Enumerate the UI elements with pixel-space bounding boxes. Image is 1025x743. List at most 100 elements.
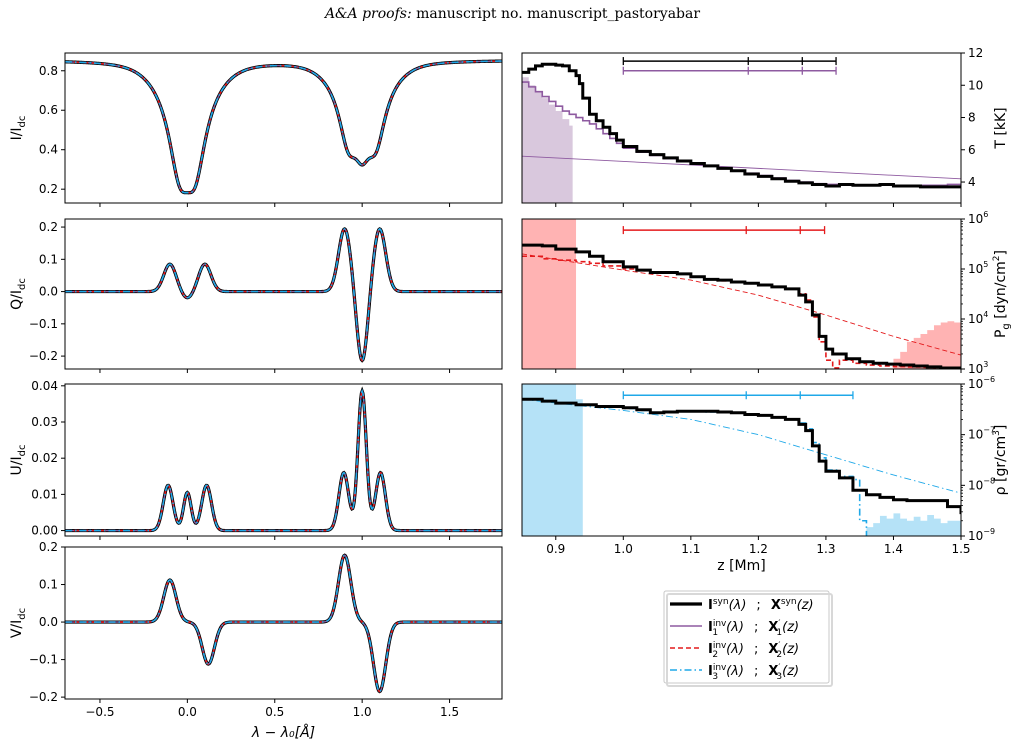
gas-pressure-frame <box>521 218 962 370</box>
stokes-Q-synthetic-line <box>65 227 502 363</box>
gas-pressure-series <box>522 219 961 369</box>
stokes-U-axes: 0.00 0.01 0.02 0.03 0.04 <box>31 379 503 540</box>
gas-pressure-histogram <box>522 219 961 369</box>
stokes-U-frame <box>64 383 503 537</box>
stokes-U-ytick-label: 0.01 <box>31 487 58 501</box>
stokes-U-series <box>65 386 502 533</box>
legend-sep: ; <box>754 664 758 679</box>
legend-arg: (λ) <box>726 642 744 657</box>
legend-zarg: (z) <box>782 642 799 657</box>
legend-box <box>663 590 830 684</box>
stokes-I-inv2-line <box>65 60 502 194</box>
legend-label: Iinv 1 (λ); X′ 1(z) <box>708 619 799 638</box>
density-ytick-mantissa: 10 <box>968 529 983 543</box>
temperature-histogram <box>522 77 573 203</box>
gas-pressure-ytick-mantissa: 10 <box>968 362 983 376</box>
legend-xsup: ′ <box>778 641 780 651</box>
legend-xsub: 1 <box>776 628 782 638</box>
legend-sep: ; <box>754 620 758 635</box>
legend-zarg: (z) <box>797 598 814 613</box>
density-synthetic-line <box>522 397 961 515</box>
gas-pressure-ytick-exponent: 3 <box>983 360 988 369</box>
gas-pressure-ytick-label: 106 <box>968 210 988 226</box>
stokes-I-ytick-label: 0.8 <box>39 64 58 78</box>
stokes-Q-ytick-label: 0.2 <box>39 220 58 234</box>
stokes-V-xtick-label: 0.0 <box>178 705 197 719</box>
legend-xsym: X <box>768 642 778 657</box>
legend-label: Iinv 2 (λ); X′ 2(z) <box>708 641 799 660</box>
stokes-V-xtick-label: 1.5 <box>440 705 459 719</box>
density-ytick-mantissa: 10 <box>968 478 983 492</box>
temperature-ylabel-text: T [kK] <box>993 107 1009 149</box>
gas-pressure-ytick-label: 104 <box>968 310 988 326</box>
stokes-Q-ytick-label: −0.2 <box>29 349 58 363</box>
stokes-Q-series <box>65 227 502 363</box>
stokes-U-ytick-label: 0.00 <box>31 524 58 538</box>
density-xtick-label: 1.1 <box>681 542 700 556</box>
gas-pressure-inversion-line <box>522 255 961 369</box>
stokes-U-ytick-label: 0.03 <box>31 415 58 429</box>
gas-pressure-ytick-mantissa: 10 <box>968 212 983 226</box>
stokes-V-ylabel-text: V/I <box>9 620 25 638</box>
page-header: A&A proofs: manuscript no. manuscript_pa… <box>0 6 1025 22</box>
stokes-V-frame <box>64 546 503 700</box>
legend-xsup: ′ <box>778 663 780 673</box>
gas-pressure-ylabel-sup: 2 <box>992 255 1002 261</box>
legend-arg: (λ) <box>726 664 744 679</box>
stokes-V-axes: −0.2 −0.1 0.0 0.1 0.2 −0.5 0.0 0.5 1.0 1.5 <box>29 540 503 719</box>
gas-pressure-ytick-exponent: 4 <box>983 310 988 319</box>
density-ylabel: ρ [gr/cm3] <box>992 425 1009 496</box>
density-ytick-exponent: −9 <box>983 527 995 536</box>
stokes-U-ylabel-text: U/I <box>9 456 25 475</box>
density-xtick-label: 1.4 <box>884 542 903 556</box>
stokes-U-ytick-label: 0.02 <box>31 451 58 465</box>
gas-pressure-ytick-label: 103 <box>968 360 988 376</box>
density-ytick-label: 10−9 <box>968 527 995 543</box>
gas-pressure-ylabel-text: P <box>993 330 1009 338</box>
density-xtick-label: 1.5 <box>951 542 970 556</box>
temperature-series <box>522 62 961 203</box>
stokes-U-ylabel-sub: dc <box>17 445 28 457</box>
legend-shadow <box>666 593 833 687</box>
legend-sup: syn <box>713 597 729 607</box>
stokes-V-ytick-label: −0.1 <box>29 653 58 667</box>
gas-pressure-ytick-mantissa: 10 <box>968 262 983 276</box>
density-xtick-label: 1.3 <box>816 542 835 556</box>
stokes-Q-inv2-line <box>65 228 502 362</box>
stokes-Q-inv1-line <box>65 228 502 362</box>
stokes-V-ylabel: V/Idc <box>9 608 28 638</box>
stokes-V-xtick-label: 0.5 <box>265 705 284 719</box>
legend-xsup: ′ <box>778 619 780 629</box>
stokes-V-synthetic-line <box>65 553 502 694</box>
density-ytick-label: 10−8 <box>968 476 995 492</box>
legend-sep: ; <box>754 642 758 657</box>
legend: Isyn(λ); Xsyn(z)Iinv 1 (λ); X′ 1(z)Iinv 2 (λ); X… <box>663 590 833 687</box>
stokes-I-ytick-label: 0.4 <box>39 143 58 157</box>
legend-symbol: I <box>708 598 713 613</box>
legend-xsym: X <box>771 598 781 613</box>
stokes-V-series <box>65 553 502 694</box>
legend-symbol: I <box>708 664 713 679</box>
density-axes: 10−910−810−710−60.9 1.0 1.1 1.2 1.3 1.4 1.5 <box>521 375 995 556</box>
stokes-U-ylabel: U/Idc <box>9 445 28 476</box>
legend-sep: ; <box>756 598 760 613</box>
manuscript-id: manuscript no. manuscript_pastoryabar <box>411 6 701 22</box>
legend-arg: (λ) <box>726 620 744 635</box>
density-ylabel-sup: 3 <box>992 430 1002 436</box>
temperature-ytick-label: 8 <box>968 111 976 125</box>
stokes-V-ytick-label: 0.1 <box>39 578 58 592</box>
density-ytick-label: 10−6 <box>968 375 995 391</box>
stokes-I-ylabel: I/Idc <box>9 116 28 141</box>
gas-pressure-ytick-exponent: 5 <box>983 260 988 269</box>
gas-pressure-ylabel: Pg [dyn/cm2] <box>992 250 1012 338</box>
density-inversion-mean-line <box>522 398 961 494</box>
journal-name: A&A proofs: <box>324 6 412 22</box>
stokes-I-inv1-line <box>65 60 502 194</box>
z-xlabel: z [Mm] <box>717 558 765 574</box>
stokes-I-ylabel-text: I/I <box>9 127 25 140</box>
temperature-ylabel: T [kK] <box>993 107 1009 149</box>
legend-zarg: (z) <box>782 620 799 635</box>
stokes-I-ylabel-sub: dc <box>17 116 28 128</box>
